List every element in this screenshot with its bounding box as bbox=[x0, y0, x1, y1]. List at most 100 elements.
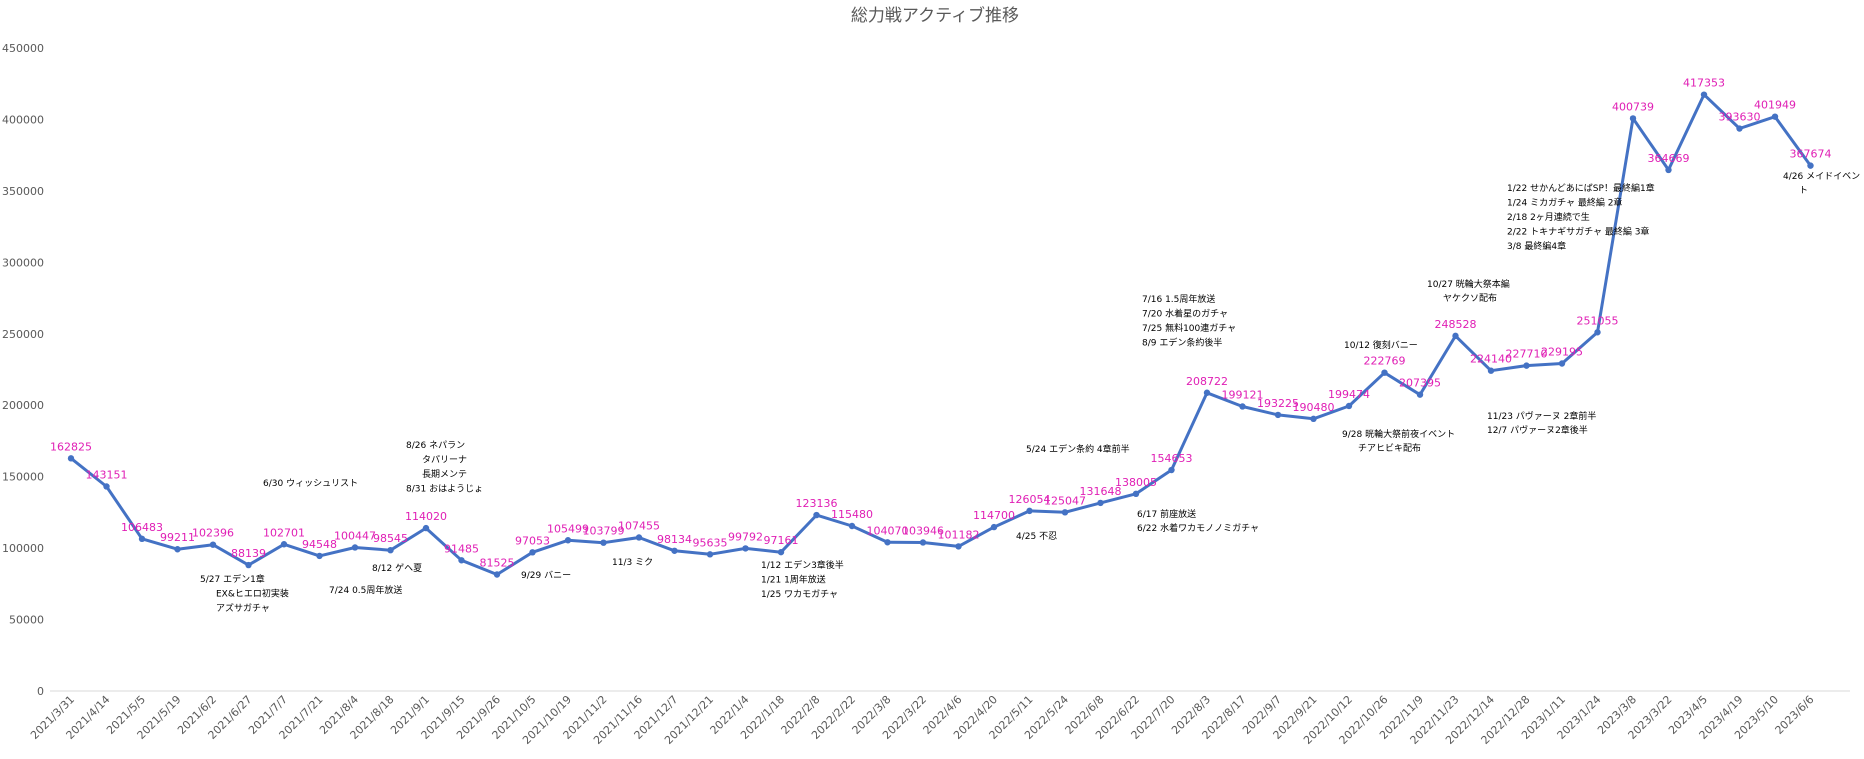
data-label: 97053 bbox=[515, 534, 550, 547]
data-point bbox=[1771, 113, 1779, 120]
data-label: 224140 bbox=[1470, 353, 1512, 366]
annotation-text: 8/31 おはようじょ bbox=[406, 484, 483, 495]
data-point bbox=[1629, 115, 1637, 122]
annotation-text: 2/18 2ヶ月連続で生 bbox=[1507, 211, 1590, 223]
data-label: 227710 bbox=[1506, 348, 1548, 361]
x-tick-label: 2023/6/6 bbox=[1772, 693, 1816, 737]
annotation-text: 9/28 晄輪大祭前夜イベント bbox=[1342, 428, 1455, 440]
data-point bbox=[955, 543, 962, 550]
data-label: 367674 bbox=[1790, 148, 1832, 161]
annotation-text: 1/22 せかんどあにばSP！最終編1章 bbox=[1507, 182, 1655, 194]
data-label: 162825 bbox=[50, 440, 92, 453]
data-point bbox=[564, 537, 572, 544]
data-point bbox=[884, 539, 891, 546]
data-point bbox=[1594, 329, 1601, 336]
data-label: 94548 bbox=[302, 538, 337, 551]
annotation-text: 9/29 バニー bbox=[521, 570, 571, 581]
data-label: 401949 bbox=[1754, 99, 1796, 112]
data-point bbox=[422, 524, 430, 532]
data-point bbox=[103, 483, 110, 490]
data-label: 222769 bbox=[1364, 355, 1406, 368]
data-label: 99211 bbox=[160, 531, 195, 544]
data-point bbox=[1558, 360, 1566, 367]
data-label: 131648 bbox=[1080, 485, 1122, 498]
annotation-text: ヤケクソ配布 bbox=[1443, 292, 1497, 304]
data-label: 103946 bbox=[902, 524, 944, 537]
data-label: 107455 bbox=[618, 519, 660, 532]
y-tick-label: 200000 bbox=[2, 399, 44, 412]
y-tick-label: 300000 bbox=[2, 256, 44, 269]
annotation-text: タパリーナ bbox=[422, 455, 467, 466]
data-label: 97161 bbox=[764, 534, 799, 547]
annotation-text: 1/25 ワカモガチャ bbox=[761, 589, 838, 600]
data-label: 114020 bbox=[405, 510, 447, 523]
annotation-text: 7/20 水着星のガチャ bbox=[1142, 308, 1228, 320]
data-point bbox=[742, 545, 749, 552]
data-point bbox=[174, 546, 181, 553]
data-label: 102701 bbox=[263, 526, 305, 539]
annotation-text: 3/8 最終編4章 bbox=[1507, 240, 1566, 252]
y-tick-label: 150000 bbox=[2, 471, 44, 484]
annotation-text: 7/25 無料100連ガチャ bbox=[1142, 322, 1236, 334]
annotation-text: 6/17 前座放送 bbox=[1137, 508, 1196, 520]
annotation-text: 7/24 0.5周年放送 bbox=[329, 584, 402, 596]
data-label: 199474 bbox=[1328, 388, 1370, 401]
data-point bbox=[1310, 415, 1317, 423]
annotation-text: 12/7 パヴァーヌ2章後半 bbox=[1487, 424, 1588, 436]
annotation-text: 7/16 1.5周年放送 bbox=[1142, 293, 1215, 305]
data-point bbox=[1416, 391, 1424, 398]
data-point bbox=[1381, 369, 1388, 376]
data-point bbox=[529, 549, 536, 556]
y-tick-label: 400000 bbox=[2, 113, 44, 126]
annotation-text: 5/24 エデン条約 4章前半 bbox=[1026, 443, 1130, 455]
annotation-text: 8/12 ゲヘ夏 bbox=[372, 562, 422, 574]
data-point bbox=[1523, 362, 1530, 369]
data-point bbox=[67, 455, 75, 462]
data-label: 98545 bbox=[373, 532, 408, 545]
data-label: 248528 bbox=[1435, 318, 1477, 331]
annotation-text: 長期メンテ bbox=[422, 469, 467, 480]
data-label: 400739 bbox=[1612, 100, 1654, 113]
y-axis: 0 50000 100000 150000 200000 250000 300000 3500… bbox=[2, 42, 44, 698]
data-point bbox=[493, 571, 501, 578]
data-point bbox=[1452, 332, 1459, 340]
data-point bbox=[458, 557, 465, 564]
data-label: 115480 bbox=[831, 508, 873, 521]
data-point bbox=[990, 523, 998, 531]
data-point bbox=[1061, 509, 1069, 516]
y-tick-label: 100000 bbox=[2, 542, 44, 555]
data-label: 199121 bbox=[1222, 388, 1264, 401]
data-label: 123136 bbox=[796, 497, 838, 510]
data-point bbox=[706, 551, 714, 558]
annotation-text: ト bbox=[1799, 186, 1808, 196]
data-point bbox=[848, 522, 856, 530]
data-point bbox=[209, 541, 217, 548]
data-label: 193225 bbox=[1257, 397, 1299, 410]
data-points bbox=[67, 91, 1814, 578]
data-label: 125047 bbox=[1044, 494, 1086, 507]
data-label: 106483 bbox=[121, 521, 163, 534]
data-label: 104070 bbox=[867, 524, 909, 537]
data-point bbox=[1700, 91, 1708, 98]
annotation-text: 4/25 不忍 bbox=[1016, 531, 1057, 542]
data-point bbox=[1132, 490, 1140, 498]
data-point bbox=[919, 539, 927, 546]
data-label: 251055 bbox=[1577, 314, 1619, 327]
data-point bbox=[1345, 402, 1353, 410]
annotation-text: 5/27 エデン1章 bbox=[200, 573, 265, 585]
annotation-text: 8/9 エデン条約後半 bbox=[1142, 337, 1222, 349]
data-label: 105499 bbox=[547, 522, 589, 535]
y-tick-label: 250000 bbox=[2, 328, 44, 341]
data-point bbox=[813, 511, 820, 519]
data-label: 208722 bbox=[1186, 375, 1228, 388]
data-point bbox=[1665, 166, 1672, 174]
y-tick-label: 0 bbox=[37, 685, 44, 698]
data-label: 101182 bbox=[938, 528, 980, 541]
annotation-text: 10/12 復刻バニー bbox=[1344, 339, 1418, 351]
annotation-text: 11/23 パヴァーヌ 2章前半 bbox=[1487, 410, 1596, 422]
data-label: 102396 bbox=[192, 527, 234, 540]
data-point bbox=[351, 544, 359, 551]
data-label: 126054 bbox=[1009, 493, 1051, 506]
data-point bbox=[671, 547, 678, 554]
